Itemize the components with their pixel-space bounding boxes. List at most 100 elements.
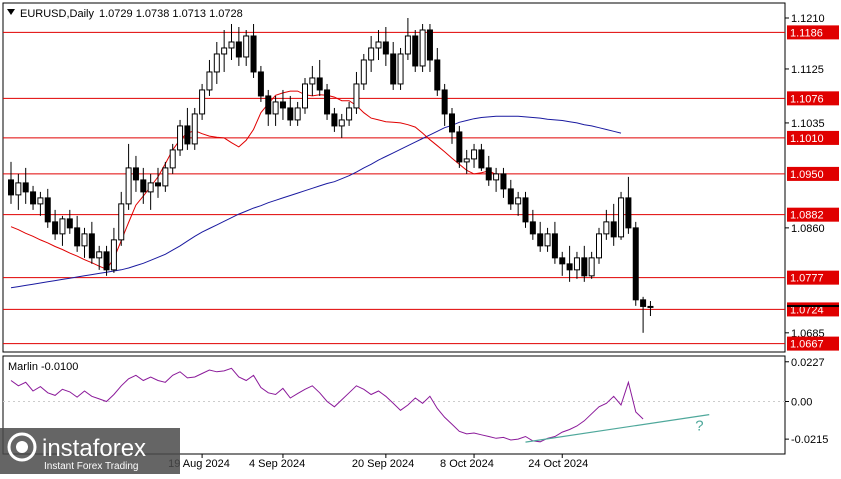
candle — [375, 29, 382, 60]
instaforex-watermark: instaforex Instant Forex Trading — [0, 428, 180, 474]
candle-body — [566, 263, 573, 271]
candle-body — [500, 173, 507, 190]
candle-body — [132, 167, 139, 181]
level-tag-label: 1.0882 — [790, 210, 824, 222]
candle — [368, 35, 375, 72]
candle-body — [596, 233, 602, 259]
candle — [419, 23, 426, 72]
candle — [52, 209, 59, 240]
candle — [493, 167, 500, 192]
candle — [397, 47, 404, 90]
candle-body — [125, 167, 132, 205]
candle — [390, 41, 397, 90]
candle-body — [184, 125, 191, 145]
candle — [331, 107, 338, 132]
candle — [625, 176, 632, 234]
candle — [551, 221, 558, 264]
candle-body — [471, 149, 478, 160]
candle-body — [81, 233, 88, 247]
candle-body — [618, 197, 625, 238]
candle — [316, 59, 323, 96]
current-price-marker — [787, 305, 839, 308]
candle — [522, 191, 529, 228]
candle — [588, 251, 595, 279]
candle — [30, 185, 37, 210]
candle — [74, 215, 81, 252]
level-tag — [787, 130, 839, 145]
candle-body — [493, 173, 500, 181]
candle-body — [632, 227, 639, 301]
candle-body — [265, 95, 272, 115]
candle-body — [529, 221, 536, 235]
candle-body — [485, 167, 492, 181]
candle-body — [235, 41, 242, 58]
candle — [110, 227, 117, 273]
candle-body — [331, 113, 338, 127]
time-tick-label: 24 Oct 2024 — [528, 458, 588, 470]
candle — [177, 119, 184, 156]
time-axis: 19 Aug 2024 4 Sep 2024 20 Sep 2024 8 Oct 20… — [168, 454, 588, 470]
candle-body — [228, 41, 235, 49]
candle-body — [647, 305, 654, 308]
candle — [279, 89, 286, 120]
osc-tick-label: -0.0215 — [791, 434, 828, 446]
instaforex-logo-icon — [7, 432, 37, 462]
candle — [441, 83, 448, 126]
price-axis: 1.12101.11251.10351.08601.06851.11861.10… — [785, 13, 839, 351]
candle-body — [162, 167, 169, 187]
candle-body — [522, 197, 529, 223]
candle — [544, 227, 551, 252]
candle — [573, 251, 580, 279]
candle-body — [155, 182, 161, 187]
candle — [647, 301, 654, 317]
level-tag-label: 1.1076 — [790, 93, 824, 105]
candle-body — [603, 221, 610, 235]
candle — [537, 221, 544, 252]
candle — [243, 29, 250, 66]
candle — [221, 29, 228, 72]
candle — [559, 251, 566, 276]
candle — [191, 107, 198, 150]
candle — [610, 203, 617, 246]
horizontal-levels — [3, 31, 785, 345]
symbol-header: EURUSD,Daily 1.0729 1.0738 1.0713 1.0728 — [7, 8, 243, 20]
candle-body — [199, 89, 206, 115]
candle-body — [581, 257, 588, 277]
watermark-brand: instaforex — [42, 435, 146, 462]
candle — [471, 143, 478, 168]
candle — [618, 191, 625, 240]
oscillator-layer: ? — [3, 367, 785, 443]
candle — [22, 167, 29, 204]
candle — [199, 83, 206, 120]
time-tick-label: 20 Sep 2024 — [352, 458, 414, 470]
candle-body — [243, 35, 250, 58]
dropdown-triangle-icon[interactable] — [7, 9, 15, 15]
candle — [37, 191, 44, 216]
candle — [412, 29, 419, 72]
level-tag — [787, 336, 839, 351]
candle — [324, 83, 331, 120]
candle-body — [147, 182, 154, 193]
candle — [228, 23, 235, 60]
candle-body — [287, 107, 294, 121]
candle — [184, 107, 191, 150]
candle-body — [88, 233, 95, 259]
candle — [309, 65, 316, 96]
candle-body — [426, 29, 433, 61]
candle — [456, 125, 463, 168]
level-tag — [787, 166, 839, 181]
candle-body — [37, 197, 44, 205]
candle-body — [15, 182, 22, 196]
candle — [478, 143, 485, 171]
price-tick-label: 1.1035 — [791, 118, 825, 130]
ma-slow-line — [10, 115, 622, 289]
candle-body — [368, 47, 375, 61]
candle — [485, 155, 492, 186]
candle-body — [118, 203, 125, 241]
candle — [404, 17, 411, 60]
candle-body — [478, 149, 485, 169]
candle — [44, 188, 51, 228]
time-tick-label: 19 Aug 2024 — [168, 458, 230, 470]
time-tick-label: 8 Oct 2024 — [440, 458, 494, 470]
